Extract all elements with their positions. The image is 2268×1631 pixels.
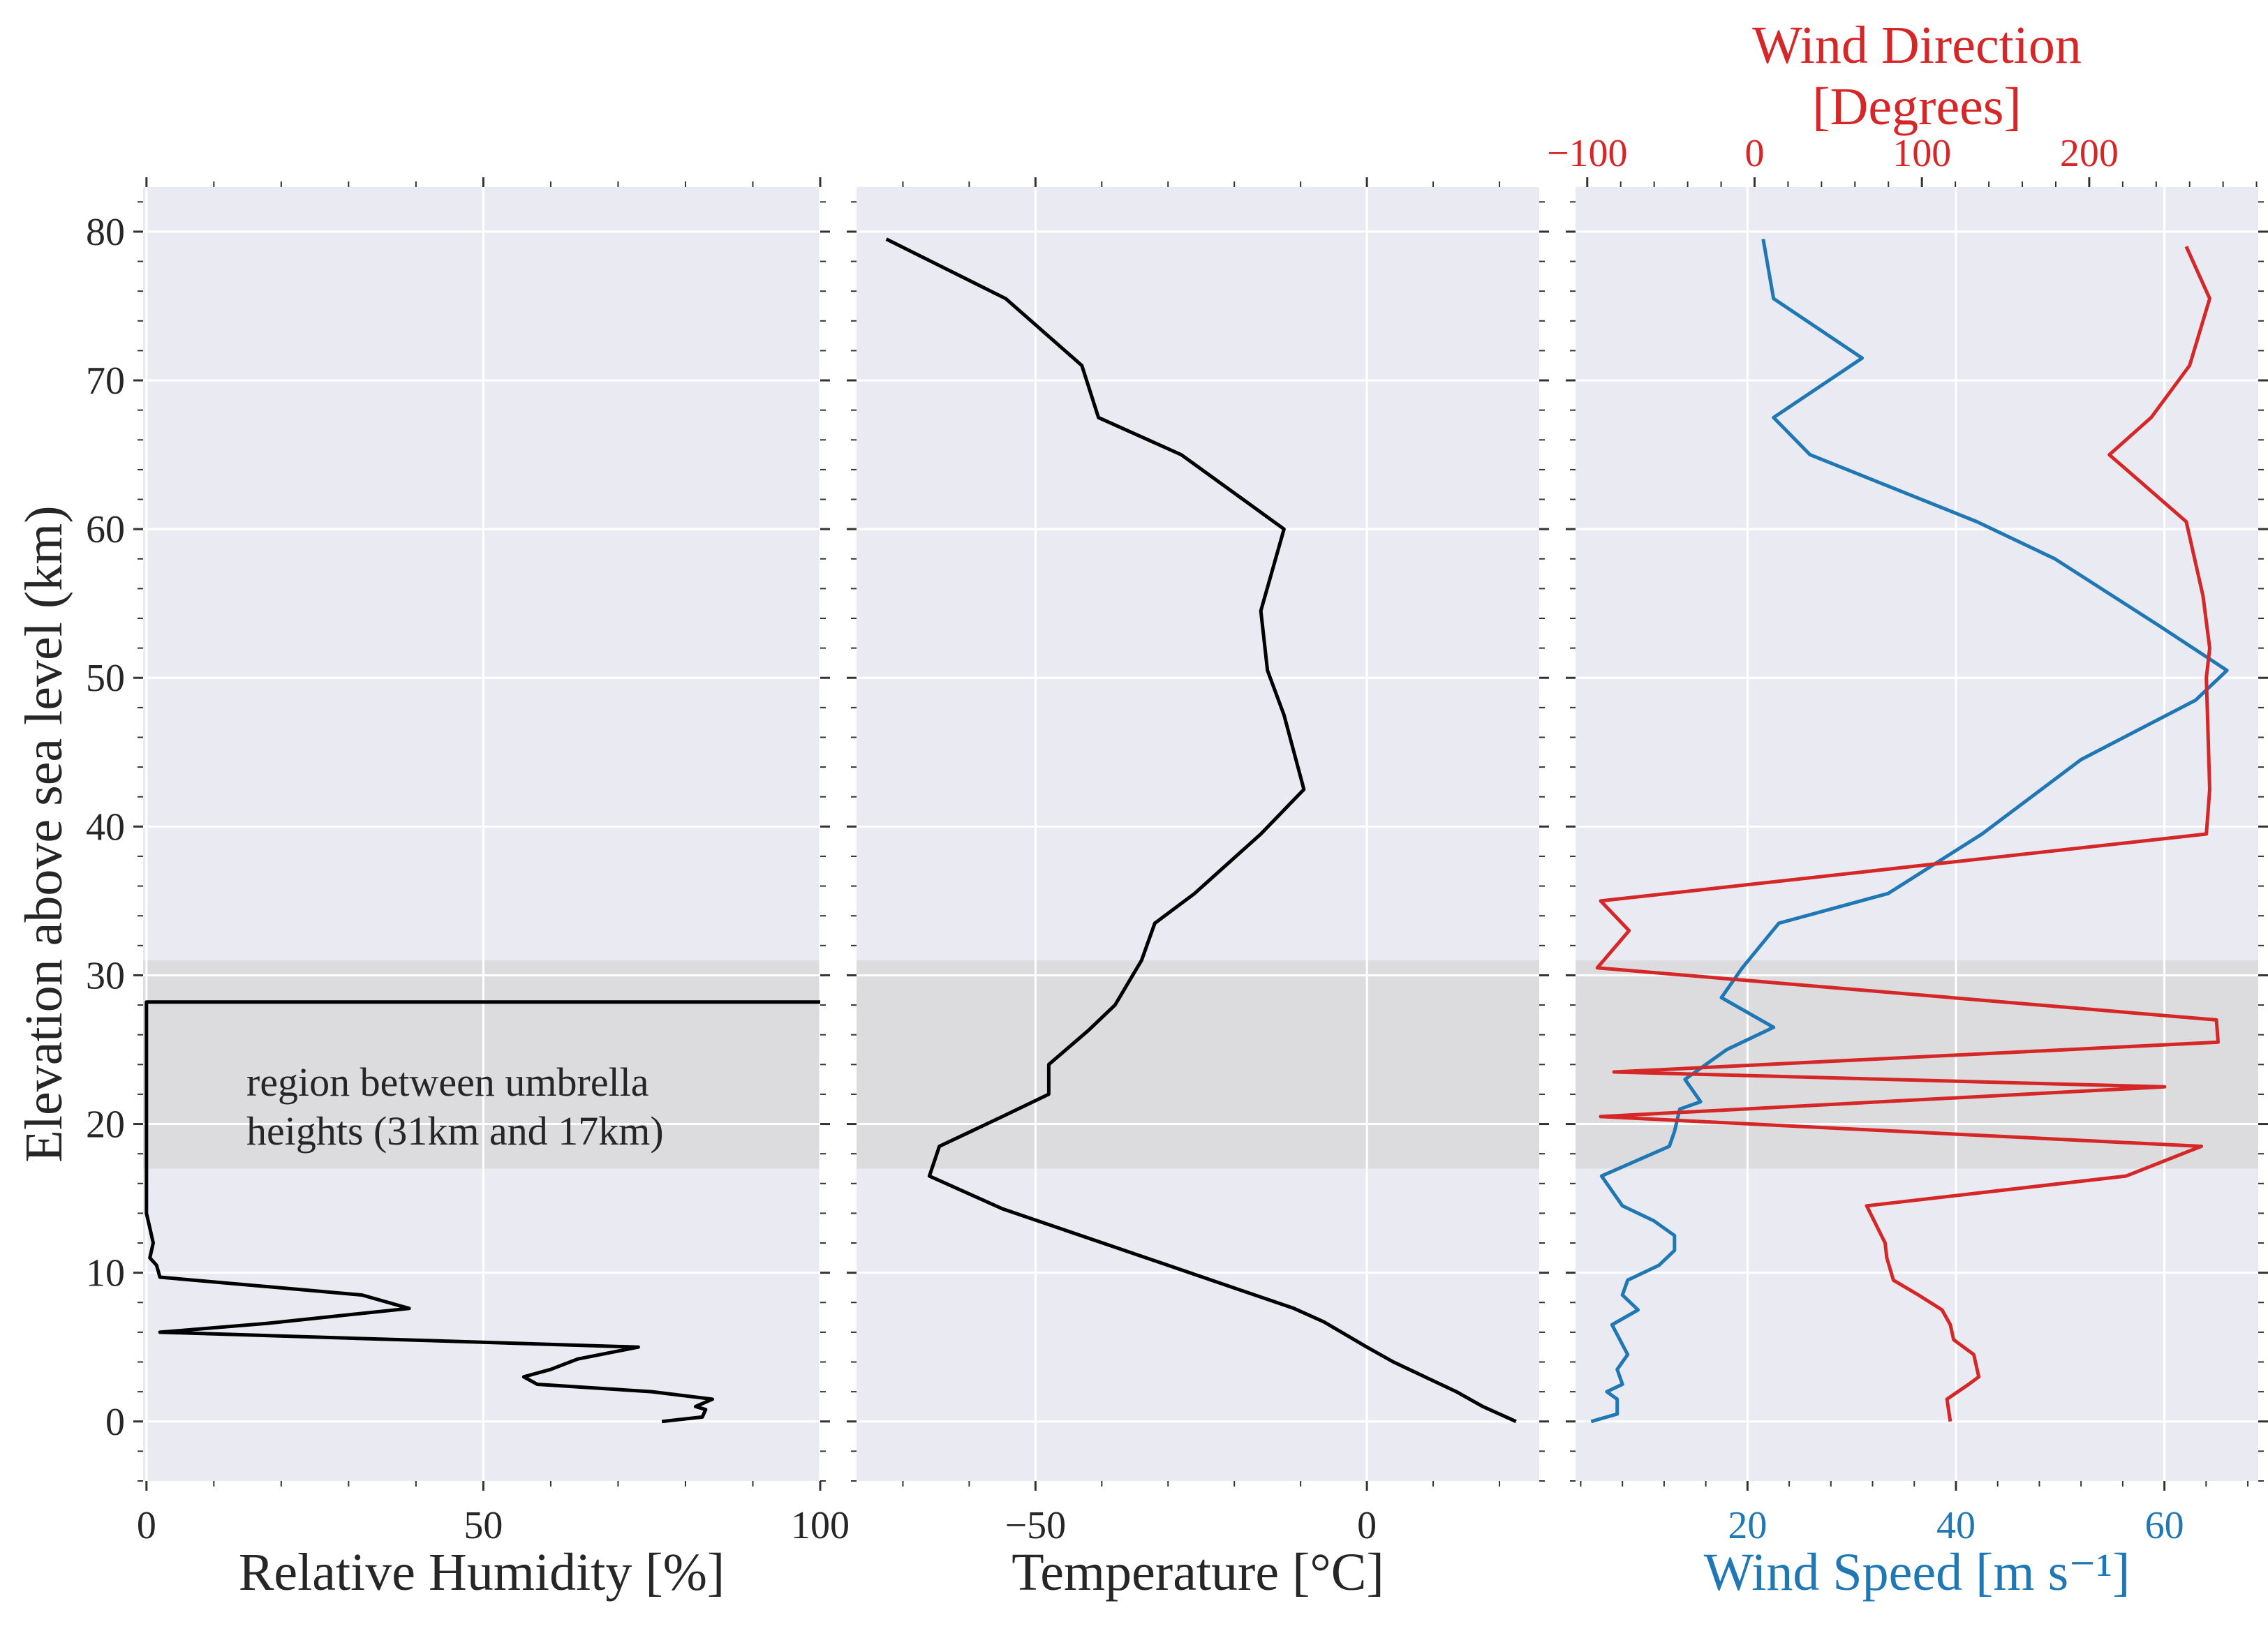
humidity-x-tick-label: 0 xyxy=(137,1504,156,1547)
temperature-plot-area xyxy=(857,187,1539,1481)
elevation-y-axis-label: Elevation above sea level (km) xyxy=(15,505,73,1162)
humidity-x-tick-label: 100 xyxy=(791,1504,850,1547)
y-tick-label: 40 xyxy=(86,805,125,849)
wind-direction-tick-label: 0 xyxy=(1744,132,1764,175)
temperature-x-tick-label: −50 xyxy=(1005,1504,1067,1547)
humidity-ticks: 0 10 20 30 40 50 60 70 80 0 50 100 xyxy=(86,177,850,1547)
wind-umbrella-band xyxy=(1576,960,2258,1169)
humidity-x-axis-label: Relative Humidity [%] xyxy=(239,1543,725,1602)
wind-grid xyxy=(1576,187,2258,1481)
wind-ticks: 20 40 60 −100 0 100 200 xyxy=(1547,132,2268,1547)
wind-x-tick-label: 40 xyxy=(1936,1504,1976,1547)
temperature-umbrella-band xyxy=(857,960,1539,1169)
y-tick-label: 0 xyxy=(105,1401,125,1444)
y-tick-label: 20 xyxy=(86,1103,125,1147)
temperature-profile-line xyxy=(885,237,1517,1424)
wind-series xyxy=(1590,239,2229,1424)
wind-speed-x-axis-label: Wind Speed [m s⁻¹] xyxy=(1704,1543,2130,1602)
wind-direction-tick-label: 100 xyxy=(1892,132,1951,175)
y-tick-label: 60 xyxy=(86,508,125,551)
y-tick-label: 30 xyxy=(86,954,125,997)
temperature-umbrella-region xyxy=(857,960,1539,1169)
wind-speed-line xyxy=(1590,239,2229,1424)
wind-direction-tick-label: −100 xyxy=(1547,132,1628,175)
humidity-umbrella-band xyxy=(143,960,820,1169)
humidity-umbrella-region xyxy=(143,960,820,1169)
y-tick-label: 80 xyxy=(86,211,125,254)
umbrella-annotation-line-1: region between umbrella xyxy=(246,1059,649,1105)
humidity-series xyxy=(144,1000,820,1424)
wind-x-tick-label: 60 xyxy=(2145,1504,2184,1547)
wind-direction-axis-label-line-2: [Degrees] xyxy=(1812,77,2022,136)
wind-panel: 20 40 60 −100 0 100 200 Wind Speed [m s⁻¹] Win… xyxy=(1547,16,2268,1602)
wind-plot-area xyxy=(1576,187,2258,1481)
humidity-panel: 0 10 20 30 40 50 60 70 80 0 50 100 region between u… xyxy=(15,177,850,1602)
humidity-grid xyxy=(143,187,822,1481)
temperature-x-tick-label: 0 xyxy=(1357,1504,1377,1547)
temperature-ticks: −50 0 xyxy=(847,177,1549,1547)
y-tick-label: 10 xyxy=(86,1252,125,1295)
y-tick-label: 70 xyxy=(86,359,125,403)
temperature-panel: −50 0 Temperature [°C] xyxy=(847,177,1549,1602)
temperature-grid xyxy=(857,187,1539,1481)
wind-direction-axis-label-line-1: Wind Direction xyxy=(1752,16,2082,75)
humidity-plot-area xyxy=(143,187,820,1481)
wind-direction-line xyxy=(1595,246,2220,1422)
umbrella-annotation-line-2: heights (31km and 17km) xyxy=(246,1108,664,1154)
temperature-series xyxy=(885,237,1517,1424)
temperature-x-axis-label: Temperature [°C] xyxy=(1011,1543,1384,1602)
wind-direction-tick-label: 200 xyxy=(2060,132,2119,175)
y-tick-label: 50 xyxy=(86,657,125,700)
wind-x-tick-label: 20 xyxy=(1728,1504,1767,1547)
wind-umbrella-region xyxy=(1576,960,2258,1169)
humidity-profile-line xyxy=(144,1000,820,1424)
humidity-x-tick-label: 50 xyxy=(464,1504,503,1547)
